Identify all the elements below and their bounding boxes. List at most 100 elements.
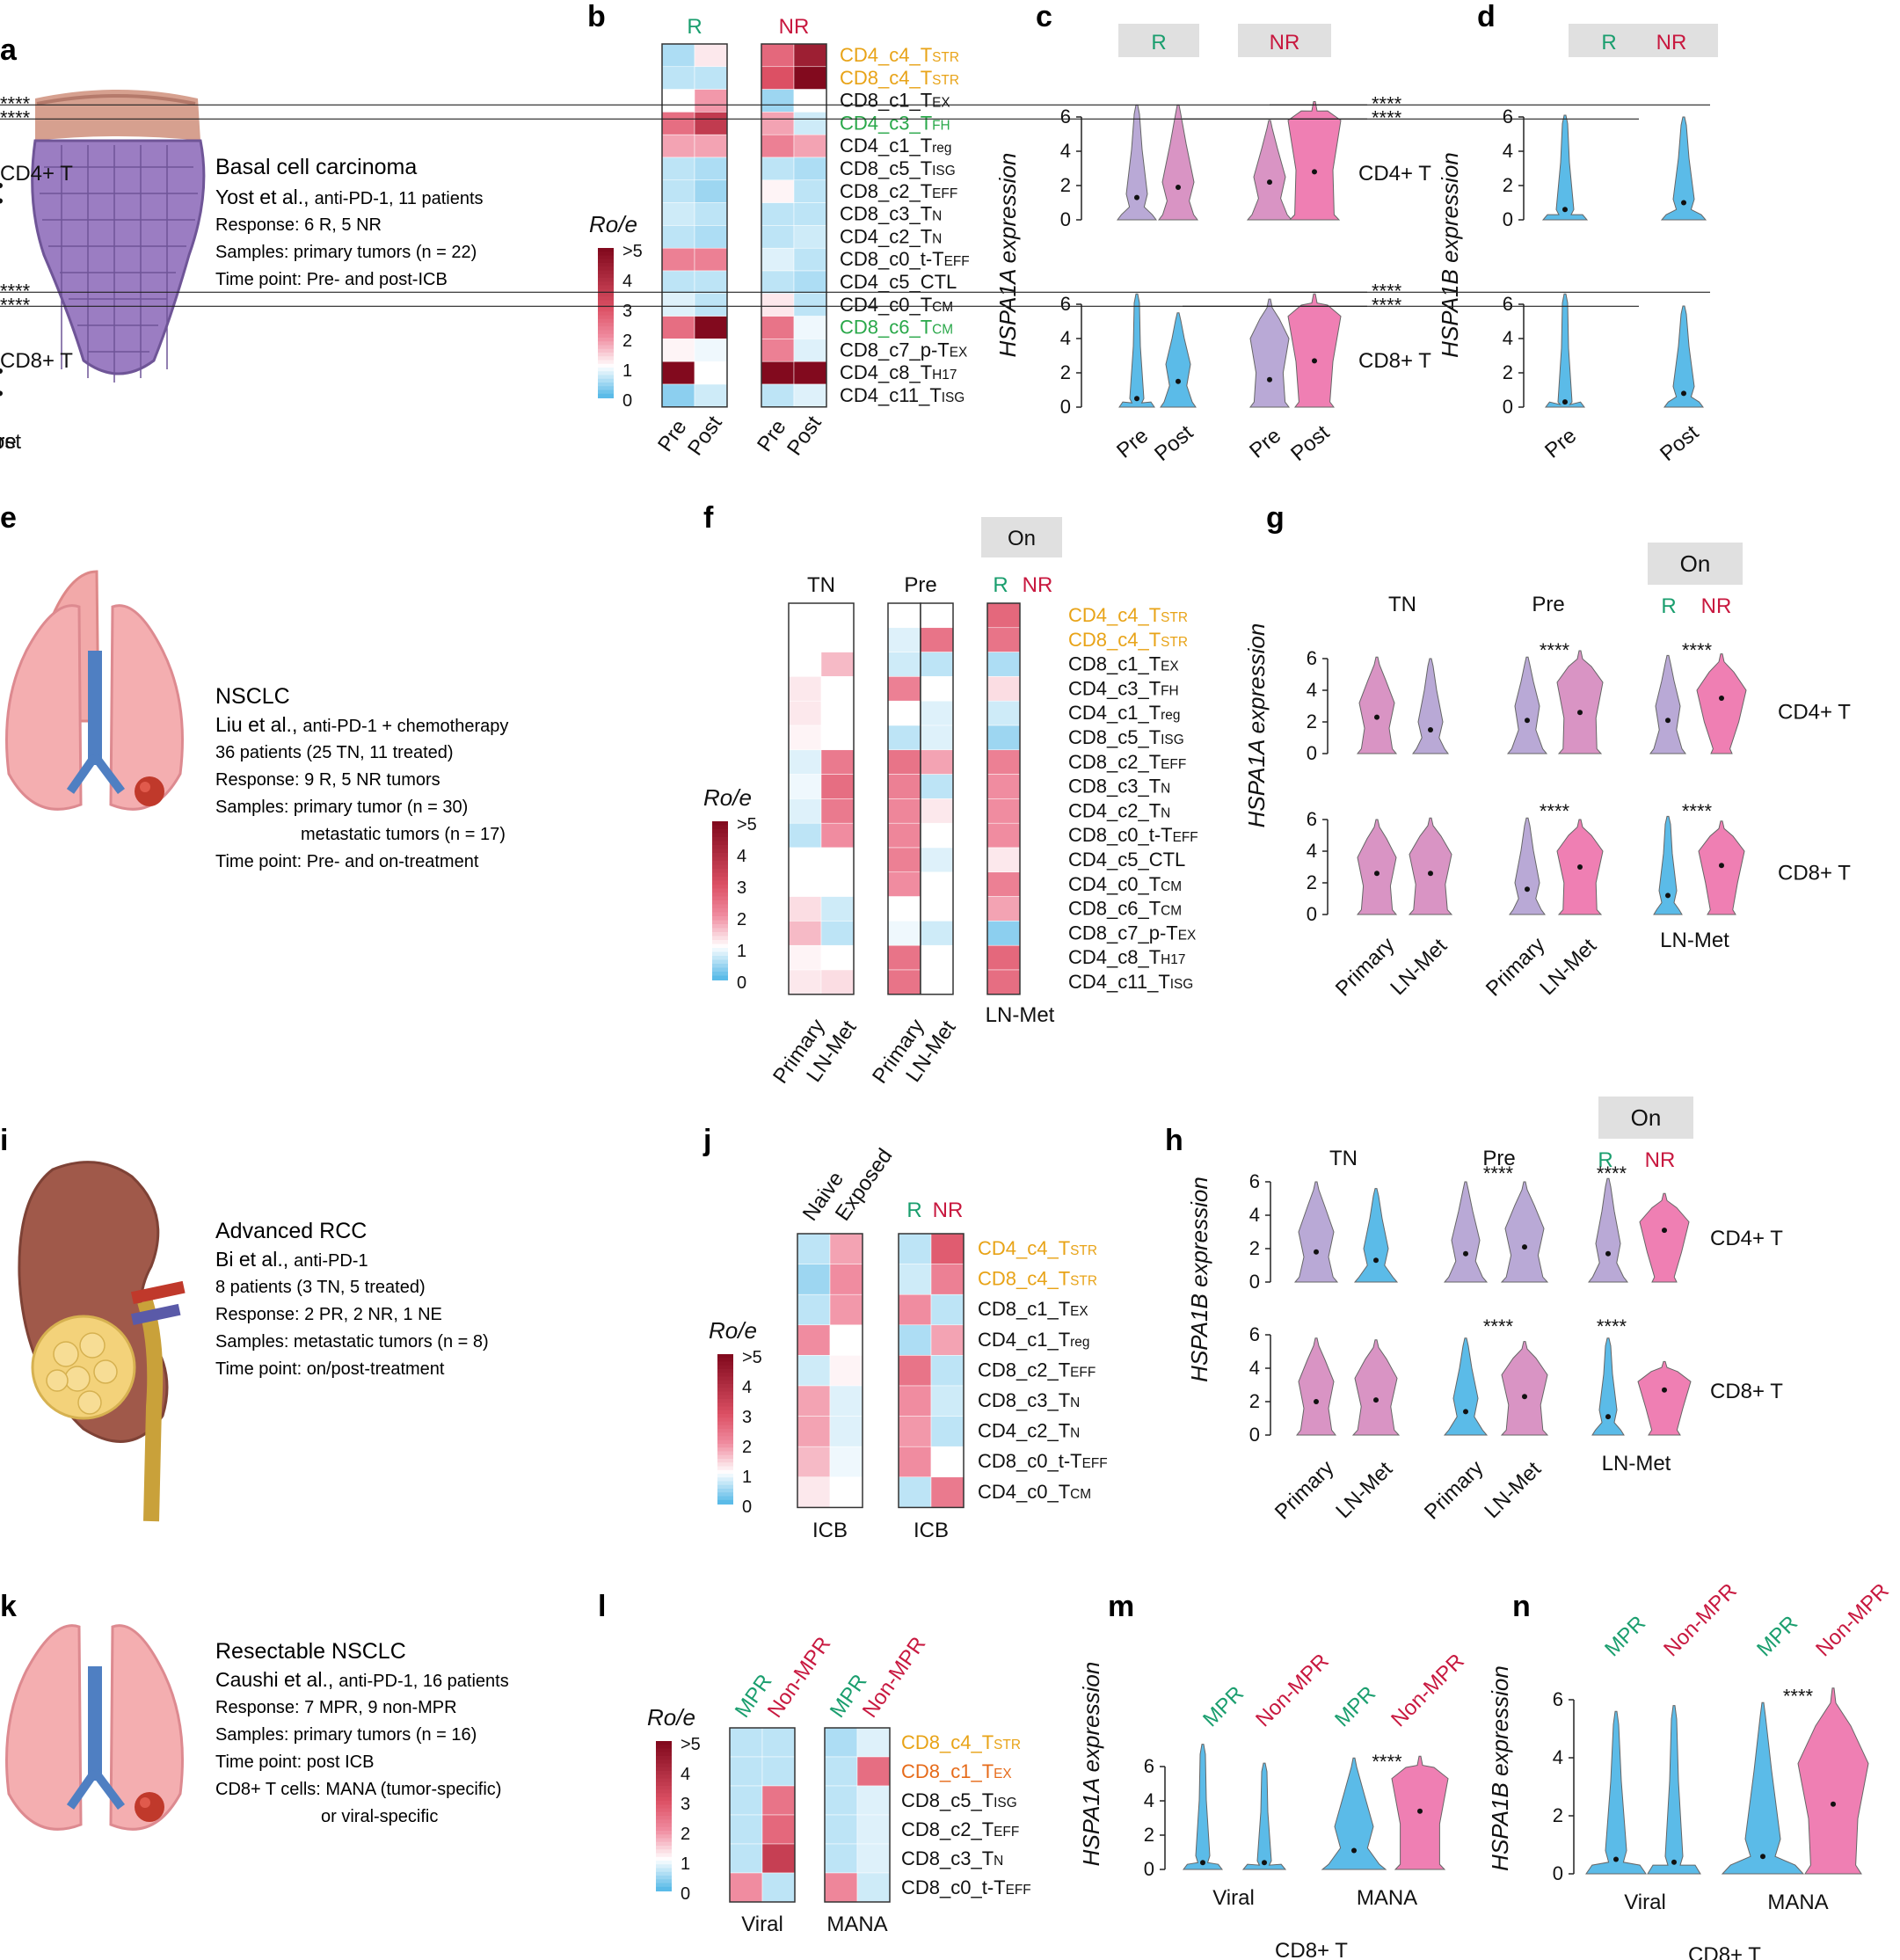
row-label-sub: ISG [942, 390, 965, 405]
sig-stars: **** [1372, 106, 1402, 128]
panel-letter: f [703, 501, 714, 535]
heatmap-cell [930, 1324, 965, 1356]
legend-swatch [656, 1856, 672, 1862]
heatmap-cell [729, 1843, 763, 1874]
legend-swatch [717, 1462, 733, 1468]
axis-tick-label: 2 [1060, 174, 1071, 196]
legend-swatch [598, 333, 614, 339]
median-dot [1374, 871, 1380, 877]
group-label-nonmpr: Non-MPR [858, 1633, 931, 1723]
legend-swatch [598, 390, 614, 395]
legend-swatch [717, 1459, 733, 1464]
legend-swatch [717, 1361, 733, 1366]
heatmap-cell [856, 1727, 891, 1758]
x-tick-label: Primary [1420, 1456, 1489, 1525]
legend-swatch [712, 837, 728, 842]
legend-swatch [598, 273, 614, 279]
group-label: MPR [1198, 1681, 1248, 1731]
legend-swatch [717, 1399, 733, 1404]
heatmap-cell [694, 225, 728, 249]
row-label-main: CD4_c3_T [840, 112, 932, 134]
row-label-main: CD8_c5_T [901, 1789, 994, 1811]
legend-swatch [656, 1826, 672, 1832]
group-box-r [1118, 24, 1199, 57]
heatmap-border [898, 1233, 965, 1509]
axis-tick-label: 6 [1503, 106, 1513, 128]
heatmap-cell [920, 798, 954, 824]
heatmap-cell [694, 270, 728, 295]
row-label: CD8_c4_TSTR [840, 67, 959, 89]
legend-swatch [717, 1395, 733, 1400]
heatmap-cell [661, 179, 695, 203]
row-label-sub: N [994, 1854, 1003, 1869]
row-label-main: CD8_c2_T [901, 1818, 994, 1840]
row-label-celltype: CD8+ T [1778, 861, 1851, 885]
panel-letter: j [702, 1124, 711, 1157]
median-dot [1605, 1414, 1611, 1420]
heatmap-cell [761, 316, 795, 339]
heatmap-cell [761, 293, 795, 317]
row-label-sub: reg [1070, 1335, 1089, 1350]
sig-stars: **** [0, 106, 31, 128]
group-label-nr: NR [933, 1199, 964, 1222]
median-dot [0, 368, 3, 375]
legend-swatch [712, 975, 728, 980]
row-label-sub: CM [1161, 879, 1182, 894]
heatmap-cell [986, 847, 1021, 873]
heatmap-border [797, 1233, 863, 1509]
heatmap-cell [797, 1355, 831, 1387]
heatmap-cell [761, 179, 795, 203]
axis-tick-label: 4 [1144, 1789, 1154, 1811]
legend-swatch [717, 1447, 733, 1453]
heatmap-cell [887, 676, 921, 702]
legend-swatch [717, 1469, 733, 1475]
row-label-main: CD4_c0_T [978, 1481, 1070, 1503]
row-label-celltype: CD8+ T [1710, 1380, 1783, 1403]
info-line: Response: 7 MPR, 9 non-MPR [215, 1698, 457, 1717]
axis-tick-label: 6 [1249, 1323, 1260, 1345]
violin [1287, 100, 1342, 221]
group-label: MPR [1752, 1611, 1802, 1661]
legend-swatch [712, 928, 728, 933]
heatmap-cell [793, 112, 827, 135]
heatmap-border [986, 602, 1021, 995]
x-tick-label: LN-Met [1535, 934, 1601, 1000]
legend-swatch [598, 293, 614, 298]
row-label-sub: H17 [932, 368, 957, 383]
row-label-sub: STR [1070, 1274, 1097, 1289]
sig-stars: **** [1483, 1162, 1514, 1184]
median-dot [1525, 718, 1530, 724]
panel-k-title: Resectable NSCLC [215, 1639, 406, 1664]
heatmap-cell [898, 1476, 932, 1508]
x-tick-label: ICB [914, 1519, 949, 1542]
heatmap-cell [797, 1385, 831, 1417]
legend-swatch [656, 1853, 672, 1858]
legend-swatch [712, 908, 728, 914]
sig-stars: **** [0, 92, 31, 114]
legend-swatch [656, 1831, 672, 1836]
heatmap-cell [920, 896, 954, 922]
axis-tick-label: 6 [1553, 1688, 1563, 1710]
x-tick-label: Post [0, 430, 21, 454]
heatmap-cell [920, 774, 954, 799]
legend-swatch [717, 1414, 733, 1419]
row-label: CD8_c0_t-TEFF [978, 1450, 1108, 1472]
legend-swatch [717, 1403, 733, 1408]
legend-swatch [656, 1876, 672, 1881]
median-dot [1200, 1860, 1205, 1866]
legend-swatch [712, 912, 728, 917]
legend-swatch [656, 1748, 672, 1753]
legend-swatch [717, 1436, 733, 1441]
info-line: metastatic tumors (n = 17) [301, 825, 506, 844]
panel-letter: d [1477, 0, 1496, 33]
heatmap-cell [661, 293, 695, 317]
violin [1160, 312, 1197, 408]
violin [1585, 1710, 1647, 1875]
heatmap-cell [788, 774, 822, 799]
row-label: CD8_c7_p-TEX [1068, 922, 1196, 944]
row-label-sub: EX [1178, 928, 1197, 943]
legend-swatch [656, 1864, 672, 1869]
heatmap-border [729, 1727, 796, 1903]
legend-label: 1 [681, 1854, 690, 1874]
